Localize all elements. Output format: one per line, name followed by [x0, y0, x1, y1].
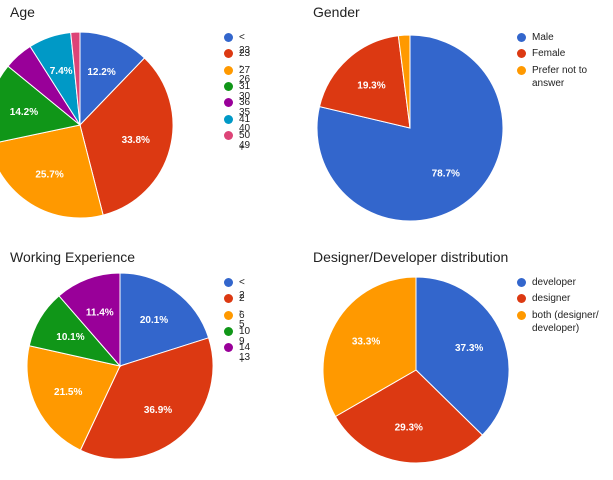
legend-entry: 41 - 49 — [224, 113, 250, 152]
legend-swatch — [517, 65, 526, 75]
legend-label: both (designer/ developer) — [532, 309, 599, 334]
legend-entry: 36 - 40 — [224, 96, 250, 135]
legend-swatch — [224, 343, 233, 353]
chart-title: Gender — [313, 4, 360, 20]
legend-entry: 6 - 9 — [224, 309, 245, 348]
legend-entry: both (designer/ developer) — [517, 309, 607, 335]
legend-swatch — [224, 130, 233, 140]
legend-label: designer — [532, 293, 571, 305]
legend-entry: Male — [517, 31, 554, 44]
legend-label: 36 - 40 — [239, 97, 251, 135]
legend-entry: 14 + — [224, 341, 250, 367]
slice-label: 33.8% — [122, 135, 150, 146]
pie-slice — [79, 57, 174, 216]
pie-slice — [58, 272, 121, 368]
legend-swatch — [224, 278, 233, 287]
legend-swatch — [224, 49, 233, 59]
legend-label: 27 - 30 — [239, 64, 251, 102]
pie-slice — [26, 345, 121, 451]
legend-entry: Prefer not to answer — [517, 64, 607, 90]
legend-entry: Female — [517, 47, 565, 60]
slice-label: 11.4% — [86, 307, 114, 318]
legend-label: 10 - 13 — [239, 325, 251, 363]
legend-swatch — [517, 49, 526, 59]
legend-label: 50 + — [239, 129, 251, 154]
slice-label: 10.1% — [56, 332, 84, 343]
legend-swatch — [224, 310, 233, 320]
legend-entry: developer — [517, 276, 576, 289]
pie-slice — [70, 31, 81, 126]
legend-swatch — [224, 81, 233, 91]
legend-label: 14 + — [239, 342, 251, 367]
slice-label: 14.2% — [10, 107, 38, 118]
slice-label: 78.7% — [432, 169, 460, 180]
legend-swatch — [224, 33, 233, 42]
working-experience-pie: 20.1% 36.9% 21.5% 10.1% 11.4% — [26, 272, 214, 460]
legend-label: 31 - 35 — [239, 80, 251, 118]
slice-label: 21.5% — [54, 387, 82, 398]
legend-label: 41 - 49 — [239, 113, 251, 151]
legend-label: developer — [532, 277, 576, 288]
legend-entry: < 2 — [224, 276, 245, 302]
designer-developer-pie: 37.3% 29.3% 33.3% — [322, 276, 510, 464]
legend-entry: designer — [517, 292, 570, 305]
chart-title: Age — [10, 4, 35, 20]
legend-label: Prefer not to answer — [532, 64, 588, 89]
pie-slice — [0, 124, 104, 219]
pie-slice — [334, 369, 484, 464]
pie-slice — [79, 337, 214, 460]
pie-slice — [318, 35, 411, 129]
legend-entry: 10 - 13 — [224, 325, 250, 364]
working-experience-chart: Working Experience 20.1% 36.9% 21.5% 10.1% 1… — [0, 245, 306, 480]
legend-entry: 23 - 26 — [224, 47, 250, 86]
legend-label: 23 - 26 — [239, 48, 251, 86]
age-chart: Age 12.2% 33.8% 25.7% 14.2% 7.4% < 23 23 - 26… — [0, 0, 306, 235]
legend-label: < 2 — [239, 277, 245, 301]
legend-swatch — [517, 278, 526, 287]
legend-entry: 50 + — [224, 129, 250, 155]
pie-slice — [322, 276, 417, 418]
pie-slice — [415, 276, 510, 436]
legend-label: < 23 — [239, 32, 251, 56]
slice-label: 19.3% — [357, 81, 385, 92]
legend-entry: 2 - 5 — [224, 292, 245, 331]
legend-label: Female — [532, 48, 566, 60]
age-pie: 12.2% 33.8% 25.7% 14.2% 7.4% — [0, 31, 174, 219]
legend-swatch — [224, 326, 233, 336]
pie-slice — [0, 65, 82, 143]
legend-entry: 27 - 30 — [224, 64, 250, 103]
legend-swatch — [224, 65, 233, 75]
slice-label: 20.1% — [140, 315, 168, 326]
slice-label: 37.3% — [455, 343, 483, 354]
slice-label: 36.9% — [144, 405, 172, 416]
pie-slice — [79, 31, 146, 127]
legend-label: 2 - 5 — [239, 293, 245, 331]
gender-pie: 78.7% 19.3% — [316, 34, 504, 222]
slice-label: 12.2% — [87, 67, 115, 78]
pie-slice — [397, 34, 411, 129]
legend-swatch — [517, 310, 526, 320]
slice-label: 33.3% — [352, 337, 380, 348]
designer-developer-chart: Designer/Developer distribution 37.3% 29.… — [306, 245, 612, 480]
legend-swatch — [224, 98, 233, 108]
legend-swatch — [224, 294, 233, 304]
legend-swatch — [517, 294, 526, 304]
legend-entry: < 23 — [224, 31, 250, 57]
chart-title: Designer/Developer distribution — [313, 249, 509, 265]
legend-swatch — [517, 33, 526, 42]
legend-label: Male — [532, 32, 554, 43]
legend-label: 6 - 9 — [239, 309, 245, 347]
slice-label: 7.4% — [50, 66, 73, 77]
legend-swatch — [224, 114, 233, 124]
slice-label: 29.3% — [395, 423, 423, 434]
gender-chart: Gender 78.7% 19.3% Male Female Prefer not t… — [306, 0, 612, 235]
chart-title: Working Experience — [10, 249, 136, 265]
slice-label: 25.7% — [35, 169, 63, 180]
pie-slice — [119, 272, 210, 367]
legend-entry: 31 - 35 — [224, 80, 250, 119]
